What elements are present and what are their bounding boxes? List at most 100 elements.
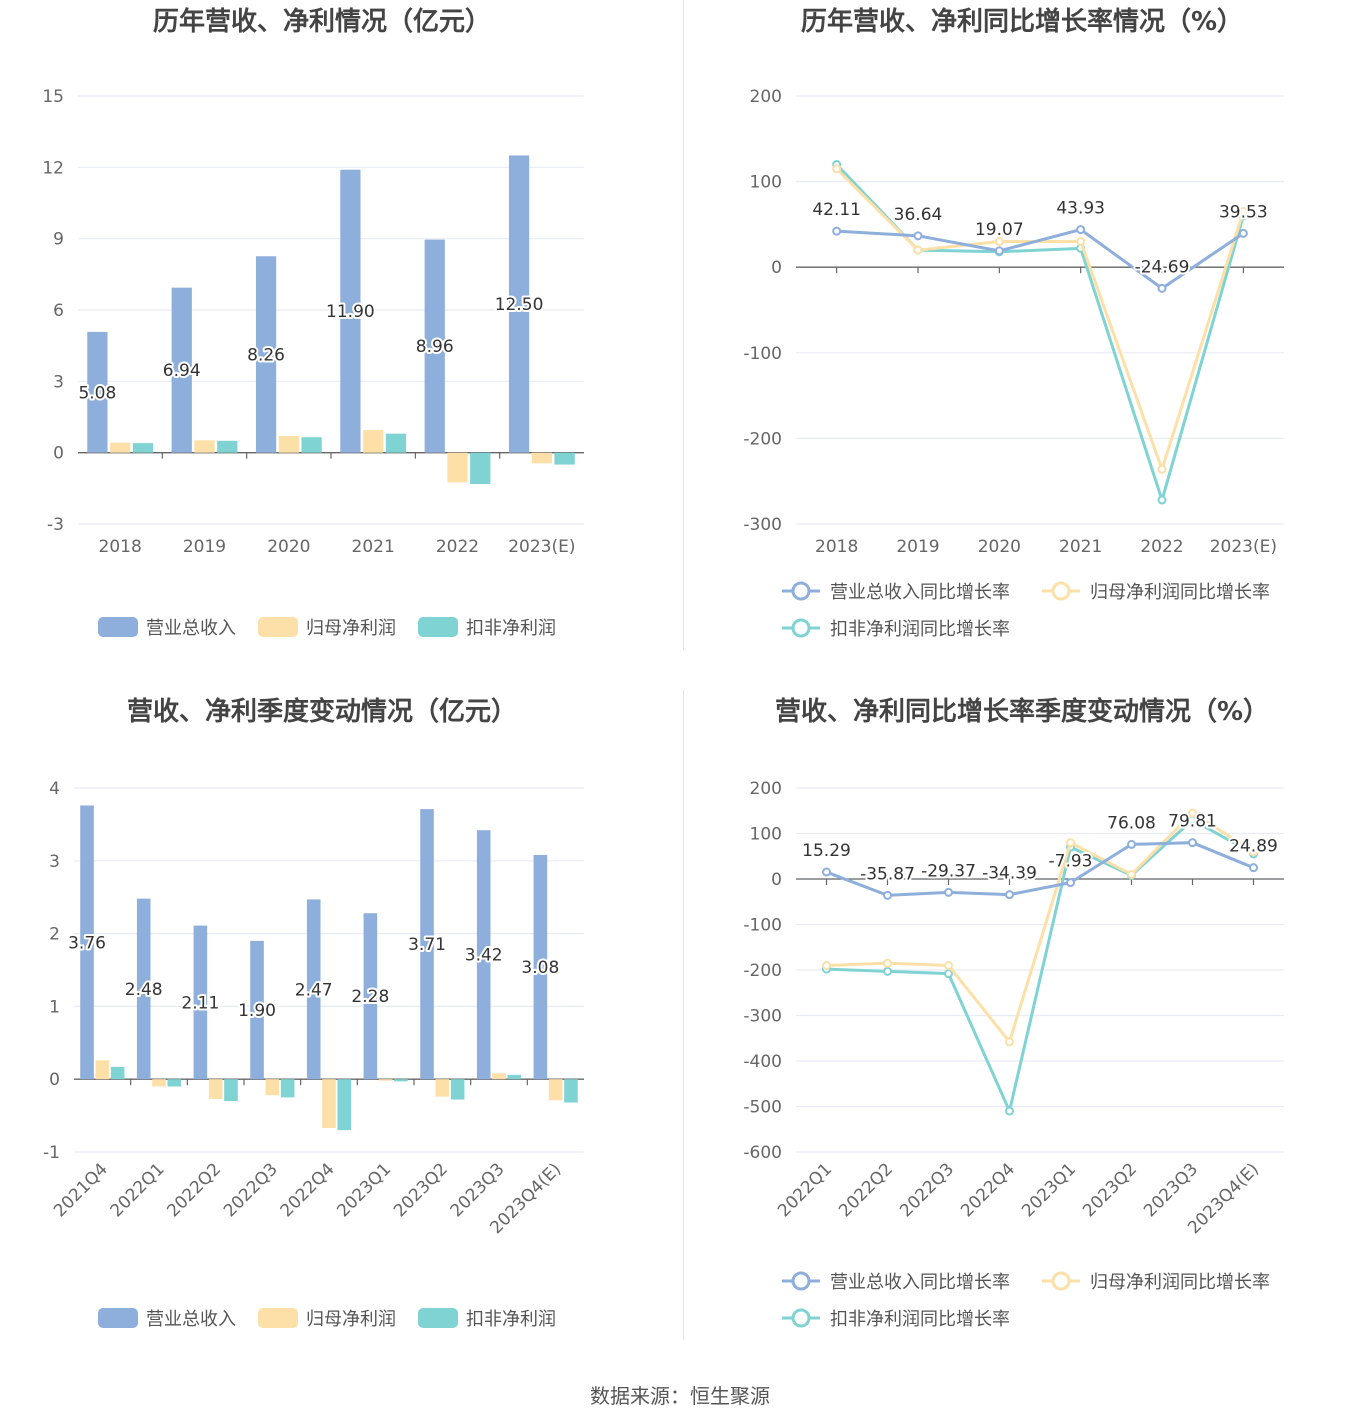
quarter-line-panel: 营收、净利同比增长率季度变动情况（%） -600 -500 -400 -300 -200 -…	[680, 690, 1360, 1380]
y-tick-label: -300	[743, 515, 782, 535]
bar-1	[533, 854, 548, 1080]
bar-1	[306, 899, 321, 1080]
bar-2	[492, 1073, 506, 1080]
data-label: 6.94	[163, 361, 201, 381]
chart-title: 历年营收、净利同比增长率情况（%）	[801, 6, 1243, 37]
x-tick-label: 2022Q3	[220, 1159, 282, 1221]
y-tick-label: -200	[743, 429, 782, 449]
y-tick-label: 15	[42, 87, 64, 107]
bar-3	[564, 1079, 578, 1103]
y-tick-label: 6	[53, 301, 64, 321]
series-line-3	[826, 818, 1255, 1113]
point-1	[1127, 839, 1136, 849]
bar-3	[554, 452, 575, 465]
x-tick-label: 2018	[99, 537, 142, 557]
legend-marker	[1051, 581, 1071, 601]
bar-3	[450, 1079, 465, 1100]
x-tick-label: 2022Q3	[896, 1159, 958, 1221]
y-tick-label: -600	[743, 1143, 782, 1163]
bar-1	[193, 925, 208, 1080]
quarter-bar-chart: 营收、净利季度变动情况（亿元） -1 0 1 2 3 4 2021Q42022Q12022Q2…	[43, 696, 584, 1330]
x-tick-label: 2023(E)	[508, 537, 575, 557]
legend-label: 扣非净利润	[466, 1309, 556, 1330]
legend-marker	[791, 618, 811, 638]
data-label: 79.81	[1168, 812, 1217, 832]
point-2	[1249, 847, 1258, 857]
point-2	[1238, 207, 1248, 217]
series-line-1	[836, 228, 1245, 290]
chart-title: 营收、净利季度变动情况（亿元）	[127, 696, 517, 727]
point-1	[913, 231, 923, 241]
y-tick-label: -200	[743, 961, 782, 981]
data-label: 19.07	[975, 220, 1024, 240]
data-label: -34.39	[982, 864, 1037, 884]
bar-1	[363, 913, 378, 1080]
legend-swatch	[258, 617, 298, 637]
bar-2	[378, 1079, 393, 1081]
data-label: 8.26	[247, 345, 285, 365]
bar-2	[322, 1079, 336, 1128]
x-tick-label: 2023Q1	[1018, 1159, 1080, 1221]
x-tick-label: 2022	[1140, 537, 1183, 557]
y-tick-label: -500	[743, 1098, 782, 1118]
bar-1	[420, 809, 434, 1080]
x-tick-label: 2019	[896, 537, 939, 557]
data-label: 5.08	[78, 383, 116, 403]
point-2	[883, 958, 892, 968]
data-label: 3.71	[408, 935, 446, 955]
data-label: 2.48	[125, 980, 163, 1000]
y-tick-label: 1	[49, 997, 60, 1017]
y-tick-label: -100	[743, 916, 782, 936]
legend-label: 营业总收入同比增长率	[830, 1272, 1010, 1293]
data-label: -35.87	[860, 864, 915, 884]
bar-2	[152, 1079, 166, 1087]
point-3	[1157, 495, 1167, 505]
legend-label: 归母净利润同比增长率	[1090, 582, 1270, 603]
vertical-divider-top	[683, 0, 684, 650]
point-2	[1066, 838, 1075, 848]
point-1	[1157, 283, 1167, 293]
point-1	[1249, 863, 1258, 873]
bar-2	[531, 452, 552, 464]
annual-line-panel: 历年营收、净利同比增长率情况（%） -300 -200 -100 0 100 200 2018…	[680, 0, 1360, 690]
legend-swatch	[418, 1308, 458, 1328]
point-2	[822, 960, 831, 970]
bar-3	[132, 443, 154, 453]
y-tick-label: 0	[49, 1070, 60, 1090]
y-tick-label: -400	[743, 1052, 782, 1072]
bar-3	[280, 1079, 295, 1098]
bar-1	[80, 805, 94, 1080]
data-label: 24.89	[1229, 837, 1278, 857]
point-2	[1005, 1037, 1014, 1047]
x-tick-label: 2022	[436, 537, 479, 557]
point-1	[1066, 878, 1075, 888]
y-tick-label: 12	[42, 158, 64, 178]
point-3	[944, 969, 953, 979]
legend-label: 扣非净利润	[466, 618, 556, 639]
x-tick-label: 2022Q4	[957, 1159, 1019, 1221]
bar-1	[508, 155, 530, 453]
data-label: 42.11	[812, 200, 861, 220]
bar-3	[385, 433, 407, 453]
series-line-1	[825, 841, 1255, 897]
data-label: 76.08	[1107, 813, 1156, 833]
bar-3	[301, 437, 322, 453]
legend-swatch	[98, 1308, 138, 1328]
point-3	[883, 966, 892, 976]
legend-label: 归母净利润	[306, 1309, 396, 1330]
data-label: -29.37	[921, 861, 976, 881]
bar-3	[217, 440, 238, 453]
bar-3	[110, 1066, 125, 1080]
data-label: 1.90	[238, 1001, 276, 1021]
y-tick-label: 0	[771, 258, 782, 278]
legend-marker	[791, 1308, 811, 1328]
bar-3	[224, 1079, 238, 1102]
x-tick-label: 2022Q2	[835, 1159, 897, 1221]
point-1	[832, 226, 842, 236]
y-tick-label: 2	[49, 925, 60, 945]
data-label: 2.28	[351, 987, 389, 1007]
x-tick-label: 2020	[267, 537, 310, 557]
legend-marker	[1051, 1271, 1071, 1291]
annual-bar-chart: 历年营收、净利情况（亿元） -3 0 3 6 9 12 15 2018 2019 2020 2021 2…	[42, 6, 584, 639]
bar-1	[476, 830, 491, 1080]
